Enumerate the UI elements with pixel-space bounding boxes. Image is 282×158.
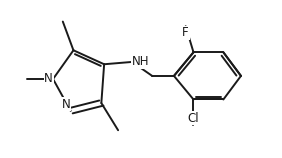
Text: NH: NH bbox=[132, 55, 149, 68]
Text: N: N bbox=[44, 73, 53, 85]
Text: F: F bbox=[182, 26, 189, 39]
Text: Cl: Cl bbox=[188, 112, 199, 125]
Text: N: N bbox=[62, 98, 70, 111]
